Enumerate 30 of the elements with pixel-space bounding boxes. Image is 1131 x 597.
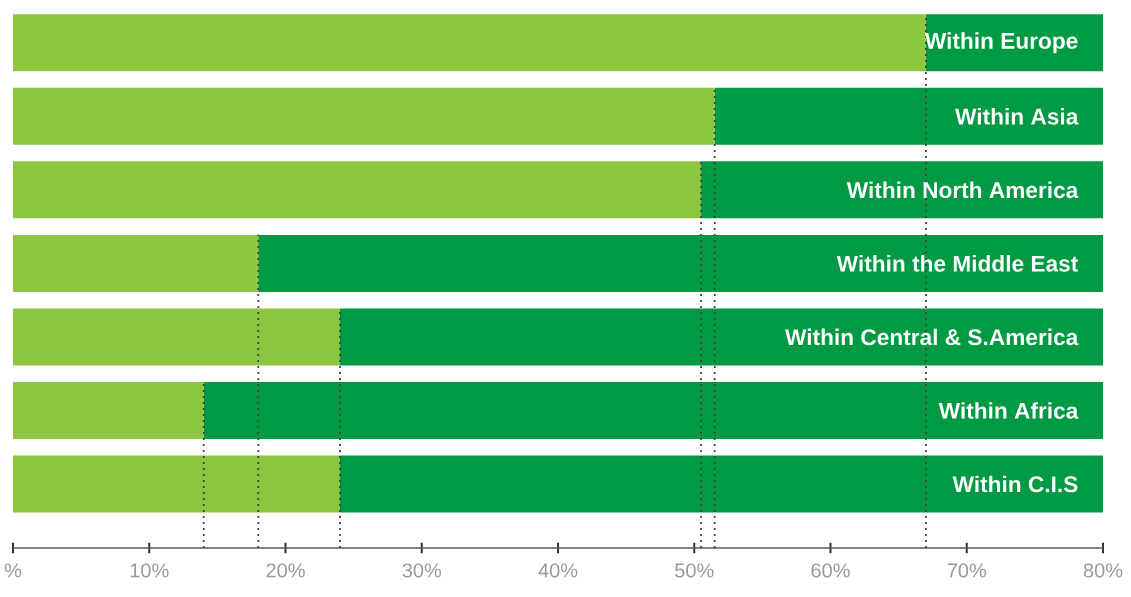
y-tick-label: Within Asia xyxy=(955,108,1079,125)
bar xyxy=(13,161,702,219)
bar xyxy=(701,161,1103,219)
x-tick-label: % xyxy=(4,563,22,578)
y-tick-label: Within Central & S.America xyxy=(785,328,1079,346)
bar xyxy=(258,234,1103,292)
y-tick-label: Within Africa xyxy=(938,402,1079,419)
y-tick-label: Within Europe xyxy=(924,32,1078,54)
x-tick-label: 50% xyxy=(675,563,714,578)
bar xyxy=(340,455,1103,513)
x-tick-label: 60% xyxy=(811,563,850,578)
bar xyxy=(13,87,715,145)
x-tick-label: 10% xyxy=(130,563,169,578)
y-tick-label: Within C.I.S xyxy=(952,475,1078,493)
bar xyxy=(13,234,259,292)
bar xyxy=(13,308,340,366)
x-tick-label: 20% xyxy=(266,563,305,578)
bar xyxy=(13,14,926,72)
bar xyxy=(203,381,1103,439)
y-tick-label: Within North America xyxy=(846,181,1079,199)
y-tick-label: Within the Middle East xyxy=(836,255,1079,272)
x-tick-label: 40% xyxy=(538,563,578,578)
x-tick-label: 80% xyxy=(1083,563,1123,578)
bar xyxy=(340,308,1103,366)
bar xyxy=(13,455,340,513)
x-tick-label: 30% xyxy=(402,563,442,578)
x-tick-label: 70% xyxy=(947,563,987,578)
bar xyxy=(714,87,1103,145)
bar xyxy=(13,381,204,439)
bar xyxy=(925,14,1103,72)
